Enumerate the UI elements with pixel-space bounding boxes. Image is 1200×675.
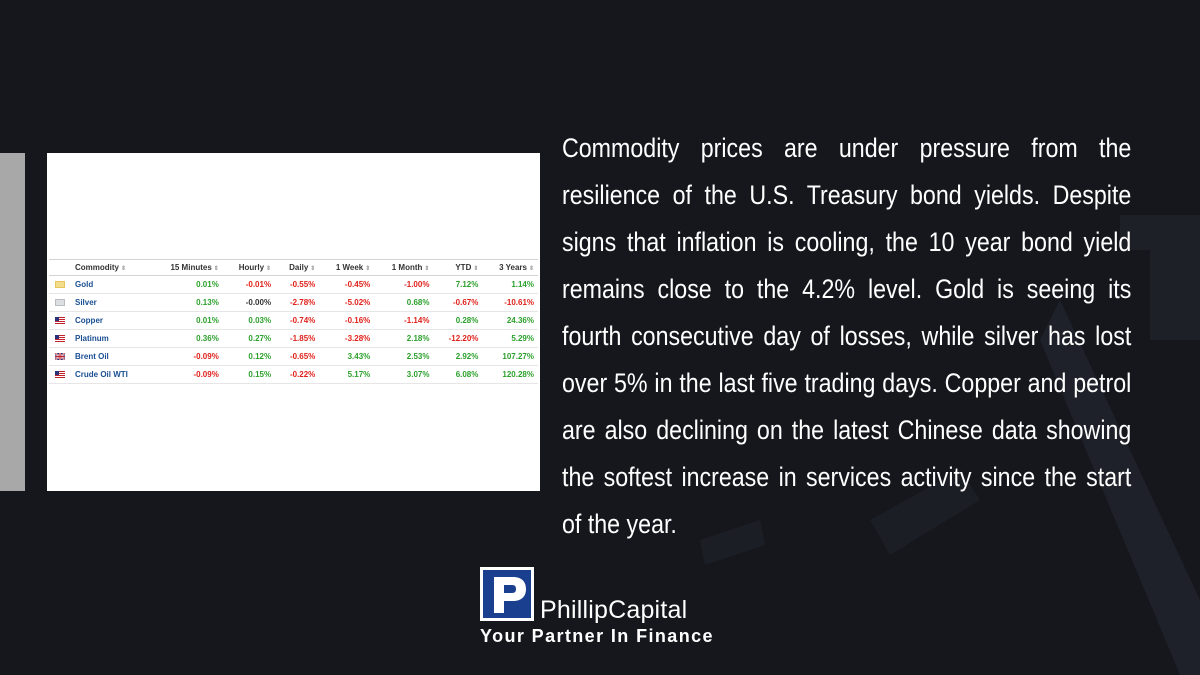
change-cell: 2.53% bbox=[374, 347, 434, 366]
change-cell: 3.43% bbox=[319, 347, 375, 366]
change-cell: 0.36% bbox=[149, 329, 223, 348]
change-cell: -1.14% bbox=[374, 311, 434, 330]
table-row[interactable]: Platinum 0.36% 0.27% -1.85% -3.28% 2.18% -12.2… bbox=[49, 329, 538, 348]
gold-flag-icon bbox=[49, 275, 71, 294]
commodity-link[interactable]: Silver bbox=[71, 293, 150, 312]
header-ytd[interactable]: YTD ⇕ bbox=[433, 259, 483, 276]
table-header-row: Commodity ⇕ 15 Minutes ⇕ Hourly ⇕ Daily ⇕ 1 … bbox=[49, 259, 538, 276]
header-label: 1 Month bbox=[391, 263, 423, 272]
table-row[interactable]: Copper 0.01% 0.03% -0.74% -0.16% -1.14% 0.28% 2… bbox=[49, 311, 538, 330]
commodity-link[interactable]: Brent Oil bbox=[71, 347, 150, 366]
change-cell: 0.15% bbox=[222, 365, 276, 384]
change-cell: -1.00% bbox=[374, 275, 434, 294]
change-cell: -0.55% bbox=[275, 275, 320, 294]
commodity-table: Commodity ⇕ 15 Minutes ⇕ Hourly ⇕ Daily ⇕ 1 … bbox=[49, 259, 538, 384]
header-label: 1 Week bbox=[335, 263, 364, 272]
sort-icon: ⇕ bbox=[213, 266, 219, 272]
change-cell: -0.67% bbox=[433, 293, 483, 312]
change-cell: -5.02% bbox=[319, 293, 375, 312]
brand-tagline: Your Partner In Finance bbox=[480, 626, 714, 646]
sort-icon: ⇕ bbox=[310, 266, 316, 272]
table-body: Gold 0.01% -0.01% -0.55% -0.45% -1.00% 7.12% 1.… bbox=[49, 275, 538, 384]
silver-flag-icon bbox=[49, 293, 71, 312]
change-cell: -3.28% bbox=[319, 329, 375, 348]
commentary-text: Commodity prices are under pressure from… bbox=[562, 133, 1132, 539]
header-label: Hourly bbox=[238, 263, 265, 272]
commodity-link[interactable]: Copper bbox=[71, 311, 150, 330]
table-row[interactable]: Crude Oil WTI -0.09% 0.15% -0.22% 5.17% 3.07%… bbox=[49, 365, 538, 384]
header-flag-spacer bbox=[49, 259, 71, 276]
change-cell: 5.17% bbox=[319, 365, 375, 384]
change-cell: 0.28% bbox=[433, 311, 483, 330]
change-cell: 2.18% bbox=[374, 329, 434, 348]
us-flag-icon bbox=[49, 365, 71, 384]
header-3-years[interactable]: 3 Years ⇕ bbox=[482, 259, 538, 276]
change-cell: -2.78% bbox=[275, 293, 320, 312]
sort-icon: ⇕ bbox=[473, 266, 479, 272]
change-cell: -0.45% bbox=[319, 275, 375, 294]
sort-icon: ⇕ bbox=[266, 266, 272, 272]
change-cell: 7.12% bbox=[433, 275, 483, 294]
header-daily[interactable]: Daily ⇕ bbox=[275, 259, 320, 276]
change-cell: -0.01% bbox=[222, 275, 276, 294]
us-flag-icon bbox=[49, 329, 71, 348]
change-cell: -0.22% bbox=[275, 365, 320, 384]
change-cell: 3.07% bbox=[374, 365, 434, 384]
left-accent-bar bbox=[0, 153, 25, 491]
brand-name: PhillipCapital bbox=[540, 596, 688, 624]
header-label: 3 Years bbox=[499, 263, 527, 272]
change-cell: 24.36% bbox=[482, 311, 538, 330]
change-cell: -0.16% bbox=[319, 311, 375, 330]
change-cell: -0.00% bbox=[222, 293, 276, 312]
change-cell: 0.03% bbox=[222, 311, 276, 330]
commodity-link[interactable]: Gold bbox=[71, 275, 150, 294]
change-cell: 0.68% bbox=[374, 293, 434, 312]
change-cell: 120.28% bbox=[482, 365, 538, 384]
change-cell: -0.74% bbox=[275, 311, 320, 330]
header-label: Commodity bbox=[75, 263, 119, 272]
sort-icon: ⇕ bbox=[121, 266, 127, 272]
commodity-link[interactable]: Crude Oil WTI bbox=[71, 365, 150, 384]
header-1-week[interactable]: 1 Week ⇕ bbox=[319, 259, 375, 276]
change-cell: -0.09% bbox=[149, 365, 223, 384]
change-cell: 0.01% bbox=[149, 311, 223, 330]
change-cell: 0.13% bbox=[149, 293, 223, 312]
table-row[interactable]: Brent Oil -0.09% 0.12% -0.65% 3.43% 2.53% 2.92… bbox=[49, 347, 538, 366]
header-hourly[interactable]: Hourly ⇕ bbox=[222, 259, 276, 276]
header-commodity[interactable]: Commodity ⇕ bbox=[71, 259, 150, 276]
change-cell: -10.61% bbox=[482, 293, 538, 312]
change-cell: 2.92% bbox=[433, 347, 483, 366]
change-cell: 6.08% bbox=[433, 365, 483, 384]
change-cell: -0.65% bbox=[275, 347, 320, 366]
sort-icon: ⇕ bbox=[365, 266, 371, 272]
header-label: 15 Minutes bbox=[170, 263, 212, 272]
sort-icon: ⇕ bbox=[424, 266, 430, 272]
table-row[interactable]: Gold 0.01% -0.01% -0.55% -0.45% -1.00% 7.12% 1.… bbox=[49, 275, 538, 294]
sort-icon: ⇕ bbox=[528, 266, 534, 272]
header-1-month[interactable]: 1 Month ⇕ bbox=[374, 259, 434, 276]
change-cell: -12.20% bbox=[433, 329, 483, 348]
uk-flag-icon bbox=[49, 347, 71, 366]
header-label: YTD bbox=[455, 263, 472, 272]
commodity-table-panel: Commodity ⇕ 15 Minutes ⇕ Hourly ⇕ Daily ⇕ 1 … bbox=[47, 153, 540, 491]
change-cell: 5.29% bbox=[482, 329, 538, 348]
phillipcapital-logo-icon bbox=[480, 567, 534, 621]
change-cell: -0.09% bbox=[149, 347, 223, 366]
change-cell: 0.01% bbox=[149, 275, 223, 294]
table-row[interactable]: Silver 0.13% -0.00% -2.78% -5.02% 0.68% -0.67%… bbox=[49, 293, 538, 312]
change-cell: 107.27% bbox=[482, 347, 538, 366]
change-cell: 1.14% bbox=[482, 275, 538, 294]
header-15-minutes[interactable]: 15 Minutes ⇕ bbox=[149, 259, 223, 276]
change-cell: 0.27% bbox=[222, 329, 276, 348]
change-cell: -1.85% bbox=[275, 329, 320, 348]
us-flag-icon bbox=[49, 311, 71, 330]
header-label: Daily bbox=[289, 263, 309, 272]
commodity-link[interactable]: Platinum bbox=[71, 329, 150, 348]
change-cell: 0.12% bbox=[222, 347, 276, 366]
